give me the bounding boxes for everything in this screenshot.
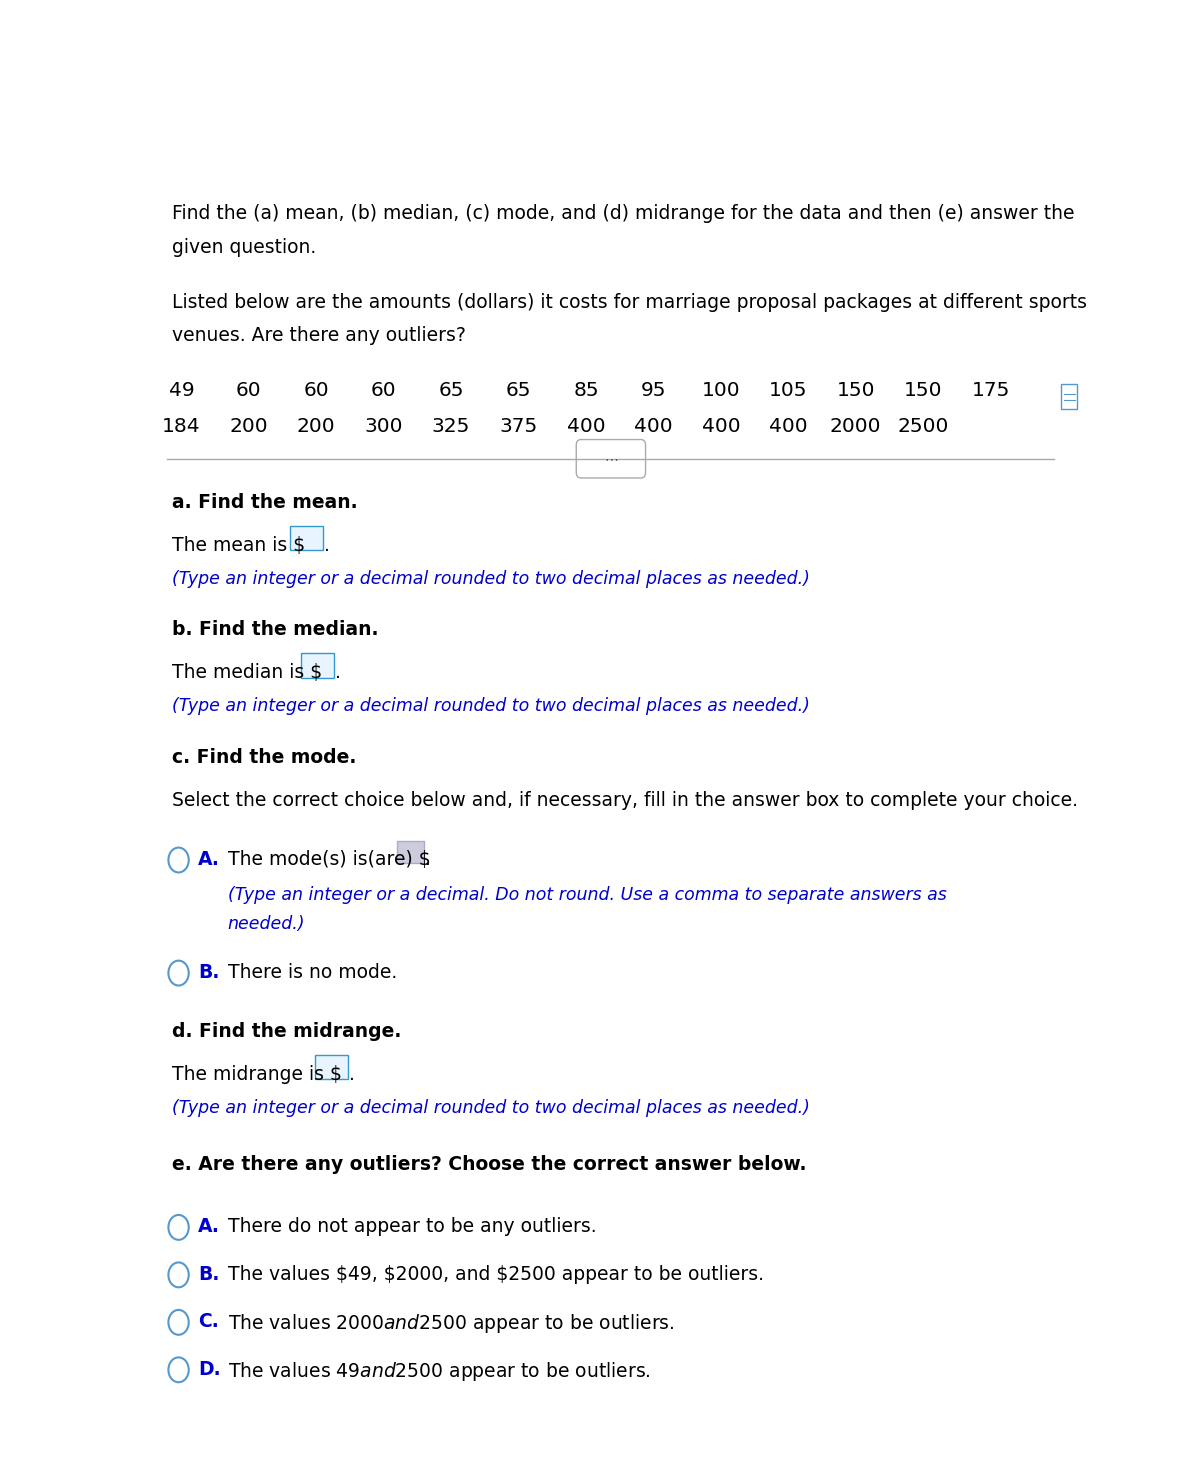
Text: 184: 184 <box>162 417 200 436</box>
Text: 400: 400 <box>702 417 740 436</box>
Text: .: . <box>335 664 341 683</box>
Text: 49: 49 <box>168 380 194 399</box>
Text: 60: 60 <box>304 380 329 399</box>
Text: (Type an integer or a decimal rounded to two decimal places as needed.): (Type an integer or a decimal rounded to… <box>172 697 811 715</box>
Text: The values $2000 and $2500 appear to be outliers.: The values $2000 and $2500 appear to be … <box>228 1312 675 1336</box>
Text: 105: 105 <box>769 380 807 399</box>
Text: A.: A. <box>198 850 219 869</box>
Text: 325: 325 <box>432 417 471 436</box>
Text: There do not appear to be any outliers.: There do not appear to be any outliers. <box>228 1217 596 1236</box>
Text: given question.: given question. <box>172 238 316 257</box>
Text: venues. Are there any outliers?: venues. Are there any outliers? <box>172 326 466 345</box>
Text: 200: 200 <box>297 417 335 436</box>
Text: 375: 375 <box>499 417 538 436</box>
Circle shape <box>168 960 188 985</box>
Text: The values $49 and $2500 appear to be outliers.: The values $49 and $2500 appear to be ou… <box>228 1359 651 1383</box>
Text: (Type an integer or a decimal. Do not round. Use a comma to separate answers as: (Type an integer or a decimal. Do not ro… <box>228 887 946 904</box>
Text: 65: 65 <box>439 380 464 399</box>
FancyBboxPatch shape <box>315 1054 348 1079</box>
Text: (Type an integer or a decimal rounded to two decimal places as needed.): (Type an integer or a decimal rounded to… <box>172 1098 811 1117</box>
Text: A.: A. <box>198 1217 219 1236</box>
FancyBboxPatch shape <box>291 526 323 550</box>
Text: .: . <box>323 536 329 555</box>
FancyBboxPatch shape <box>1061 385 1078 410</box>
Text: 400: 400 <box>769 417 808 436</box>
Text: .: . <box>348 1064 354 1083</box>
Text: 150: 150 <box>837 380 875 399</box>
Text: 300: 300 <box>365 417 403 436</box>
Text: 100: 100 <box>702 380 740 399</box>
Text: 200: 200 <box>229 417 268 436</box>
Text: 400: 400 <box>634 417 672 436</box>
Circle shape <box>168 1309 188 1334</box>
Text: B.: B. <box>198 1265 219 1283</box>
Text: .: . <box>426 850 432 869</box>
FancyBboxPatch shape <box>576 439 646 479</box>
Text: 60: 60 <box>236 380 261 399</box>
Text: 400: 400 <box>566 417 606 436</box>
Text: B.: B. <box>198 963 219 982</box>
FancyBboxPatch shape <box>302 653 334 678</box>
Circle shape <box>168 1358 188 1383</box>
Text: d. Find the midrange.: d. Find the midrange. <box>172 1022 402 1041</box>
Text: e. Are there any outliers? Choose the correct answer below.: e. Are there any outliers? Choose the co… <box>172 1155 807 1174</box>
Text: Listed below are the amounts (dollars) it costs for marriage proposal packages a: Listed below are the amounts (dollars) i… <box>172 292 1087 311</box>
Circle shape <box>168 1216 188 1240</box>
Text: c. Find the mode.: c. Find the mode. <box>172 749 356 768</box>
Text: 2000: 2000 <box>830 417 881 436</box>
Text: 95: 95 <box>640 380 666 399</box>
Text: 175: 175 <box>971 380 1010 399</box>
Text: Select the correct choice below and, if necessary, fill in the answer box to com: Select the correct choice below and, if … <box>172 791 1078 810</box>
Text: ⋯: ⋯ <box>604 452 617 465</box>
Text: The values $49, $2000, and $2500 appear to be outliers.: The values $49, $2000, and $2500 appear … <box>228 1265 764 1283</box>
Text: a. Find the mean.: a. Find the mean. <box>172 493 358 512</box>
Text: The mean is $: The mean is $ <box>172 536 305 555</box>
Text: (Type an integer or a decimal rounded to two decimal places as needed.): (Type an integer or a decimal rounded to… <box>172 570 811 587</box>
Text: C.: C. <box>198 1312 218 1331</box>
Text: There is no mode.: There is no mode. <box>228 963 397 982</box>
Text: 2500: 2500 <box>898 417 949 436</box>
FancyBboxPatch shape <box>397 841 424 863</box>
Text: D.: D. <box>198 1359 221 1378</box>
Text: The midrange is $: The midrange is $ <box>172 1064 342 1083</box>
Text: 85: 85 <box>573 380 598 399</box>
Text: 150: 150 <box>904 380 943 399</box>
Text: The mode(s) is(are) $: The mode(s) is(are) $ <box>228 850 430 869</box>
Text: Find the (a) mean, (b) median, (c) mode, and (d) midrange for the data and then : Find the (a) mean, (b) median, (c) mode,… <box>172 204 1075 223</box>
Circle shape <box>168 1262 188 1287</box>
Text: 65: 65 <box>505 380 532 399</box>
Text: The median is $: The median is $ <box>172 664 322 683</box>
Circle shape <box>168 847 188 872</box>
Text: b. Find the median.: b. Find the median. <box>172 621 379 640</box>
Text: needed.): needed.) <box>228 916 305 934</box>
Text: 60: 60 <box>371 380 397 399</box>
